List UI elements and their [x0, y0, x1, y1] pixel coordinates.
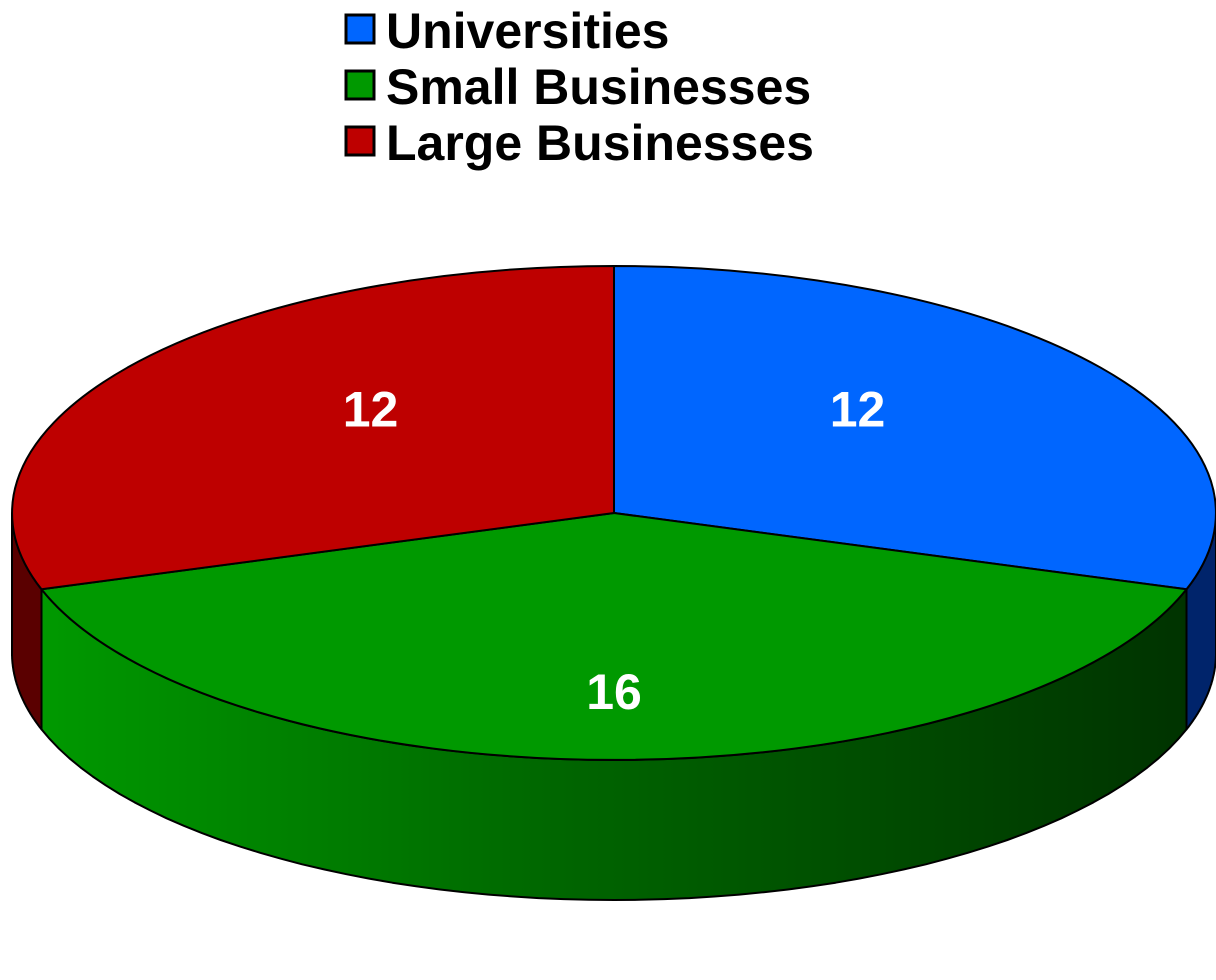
data-label-large-businesses: 12: [343, 382, 399, 438]
legend-swatch-large-businesses: [344, 125, 376, 157]
slice-universities: [613, 265, 1216, 591]
legend-label-large-businesses: Large Businesses: [386, 115, 814, 171]
data-label-small-businesses: 16: [586, 664, 642, 720]
legend-label-small-businesses: Small Businesses: [386, 59, 811, 115]
legend-item-universities: Universities: [344, 3, 669, 59]
legend-label-universities: Universities: [386, 3, 669, 59]
data-labels: 12 16 12: [343, 382, 886, 720]
slice-large-businesses: [11, 265, 615, 591]
slice-small-businesses: [40, 512, 1188, 761]
data-label-universities: 12: [830, 382, 886, 438]
legend-swatch-universities: [344, 13, 376, 45]
legend-swatch-small-businesses: [344, 69, 376, 101]
legend: Universities Small Businesses Large Busi…: [344, 3, 814, 171]
legend-item-large-businesses: Large Businesses: [344, 115, 814, 171]
pie-slices: [11, 265, 1216, 901]
legend-item-small-businesses: Small Businesses: [344, 59, 811, 115]
